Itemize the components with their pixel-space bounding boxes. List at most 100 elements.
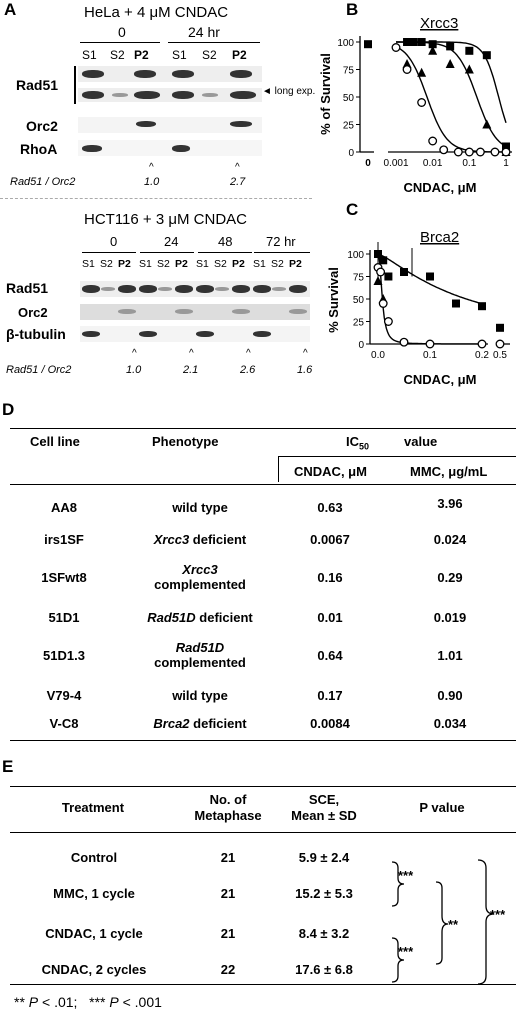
e-row-sce-1: 15.2 ± 5.3: [295, 886, 353, 901]
chart-c-point-1-0: [373, 276, 383, 285]
chart-b-point-2-5: [453, 147, 463, 157]
e-header-no1: No. of: [209, 792, 247, 807]
d-row-gene-6: Brca2: [153, 716, 190, 731]
chart-b-point-2-3: [428, 136, 438, 146]
hct-group-line-72: [254, 252, 310, 253]
d-row-cndac-2: 0.16: [317, 570, 343, 585]
hct-ratio-1: 2.1: [183, 364, 199, 376]
e-row-n-1: 21: [220, 886, 236, 901]
hct-rad51-label: Rad51: [6, 280, 49, 296]
e-header-sce2: Mean ± SD: [291, 808, 357, 823]
d-row-mmc-4: 1.01: [437, 648, 463, 663]
hela-lane-0: S1: [82, 48, 97, 62]
table-d-sub-rule: [278, 456, 516, 457]
d-row-pheno-text-1: deficient: [189, 532, 247, 547]
chart-c-point-2-1: [376, 267, 386, 277]
hct-rad51-s1-3: [253, 285, 271, 293]
chart-b-point-0-1: [403, 38, 412, 46]
hct-lane-8: P2: [232, 258, 245, 270]
hct-orc2-p2-2: [232, 309, 250, 314]
d-header-mmc: MMC, μg/mL: [410, 464, 488, 479]
e-row-n-3: 22: [220, 962, 236, 977]
chart-b-point-0-3: [417, 38, 426, 46]
chart-c-point-0-5: [452, 299, 460, 308]
hct-title: HCT116 + 3 μM CNDAC: [84, 211, 247, 228]
d-row-phenotype-1: Xrcc3 deficient: [120, 532, 280, 547]
chart-b-point-2-8: [490, 147, 500, 157]
chart-b-point-0-4: [428, 40, 437, 49]
d-row-phenotype-2: Xrcc3 complemented: [120, 562, 280, 592]
hela-band-12: [82, 145, 102, 152]
hela-time-24: 24 hr: [188, 24, 220, 40]
hela-orc2-blot: [78, 117, 262, 133]
bracket-control-mmc: [391, 861, 405, 907]
d-row-cndac-3: 0.01: [317, 610, 343, 625]
hct-tubulin-s1-3: [253, 331, 271, 337]
hela-group-line-24: [168, 42, 260, 43]
hela-time-0: 0: [118, 24, 126, 40]
hela-rhoa-label: RhoA: [20, 141, 58, 157]
chart-b-point-2-9: [501, 147, 511, 157]
hct-rad51-s1-2: [196, 285, 214, 293]
d-row-gene-1: Xrcc3: [153, 532, 190, 547]
chart-c-ytick-label-1: 25: [353, 318, 365, 329]
hct-orc2-p2-1: [175, 309, 193, 314]
hct-rad51-s2-2: [215, 287, 229, 291]
chart-b-point-2-4: [439, 145, 449, 155]
chart-c-point-0-0: [374, 250, 382, 258]
d-header-cell-line: Cell line: [30, 434, 80, 449]
chart-b-point-2-7: [475, 147, 485, 157]
chart-b-curve-circle: [395, 46, 506, 153]
hela-lane-4: S2: [202, 48, 217, 62]
sig-1: ***: [398, 868, 414, 883]
chart-c-point-2-3: [383, 317, 393, 326]
hela-band-4: [82, 91, 104, 99]
sig-2: **: [448, 917, 459, 932]
hct-time-48: 48: [218, 234, 233, 249]
panel-d-letter: D: [2, 400, 15, 419]
d-row-gene-2: Xrcc3: [182, 562, 218, 577]
hela-band-0: [82, 70, 104, 78]
d-row-cndac-0: 0.63: [317, 500, 343, 515]
chart-b-point-1-5: [482, 119, 492, 129]
hela-rad51-label: Rad51: [16, 77, 59, 93]
hct-lane-0: S1: [82, 258, 95, 270]
chart-b-point-1-2: [428, 45, 438, 55]
d-row-mmc-1: 0.024: [433, 532, 467, 547]
d-header-cndac: CNDAC, μM: [294, 464, 367, 479]
e-header-no2: Metaphase: [194, 808, 262, 823]
chart-b-point-2-1: [402, 65, 412, 74]
hct-caret-3: ^: [303, 348, 308, 359]
hela-rad51-bracket: [74, 66, 76, 104]
hela-band-7: [172, 91, 194, 99]
hct-tubulin-s1-2: [196, 331, 214, 337]
d-row-line-2: 1SFwt8: [41, 570, 87, 585]
d-row-gene-3: Rad51D: [147, 610, 196, 625]
d-row-line-1: irs1SF: [44, 532, 84, 547]
hct-time-0: 0: [110, 234, 118, 249]
footnote-p2: P: [109, 994, 119, 1010]
panel-a-letter: A: [4, 0, 17, 19]
chart-b-xtick-label-0: 0: [365, 158, 371, 169]
chart-c-point-2-2: [378, 299, 388, 308]
d-row-mmc-6: 0.034: [433, 716, 467, 731]
chart-c-point-0-1: [379, 256, 388, 265]
hct-ratio-2: 2.6: [240, 364, 256, 376]
hct-lane-9: S1: [253, 258, 266, 270]
d-header-value: value: [404, 434, 438, 449]
hct-group-line-0: [82, 252, 136, 253]
e-row-sce-3: 17.6 ± 6.8: [295, 962, 353, 977]
bracket-mmc-cndac: [435, 881, 449, 965]
hela-lane-5: P2: [232, 48, 247, 62]
chart-b-point-2-2: [417, 98, 427, 107]
hct-lane-1: S2: [100, 258, 113, 270]
d-row-cndac-5: 0.17: [317, 688, 343, 703]
chart-b-ytick-label-4: 100: [337, 38, 354, 49]
hela-band-3: [230, 70, 252, 78]
d-row-pheno-text-2: complemented: [154, 577, 246, 592]
d-header-ic-sub: 50: [359, 441, 370, 452]
e-header-sce1: SCE,: [308, 792, 340, 807]
hela-ratio-label: Rad51 / Orc2: [10, 176, 76, 188]
hela-band-6: [134, 91, 160, 99]
chart-b-ytick-label-0: 0: [348, 148, 354, 159]
